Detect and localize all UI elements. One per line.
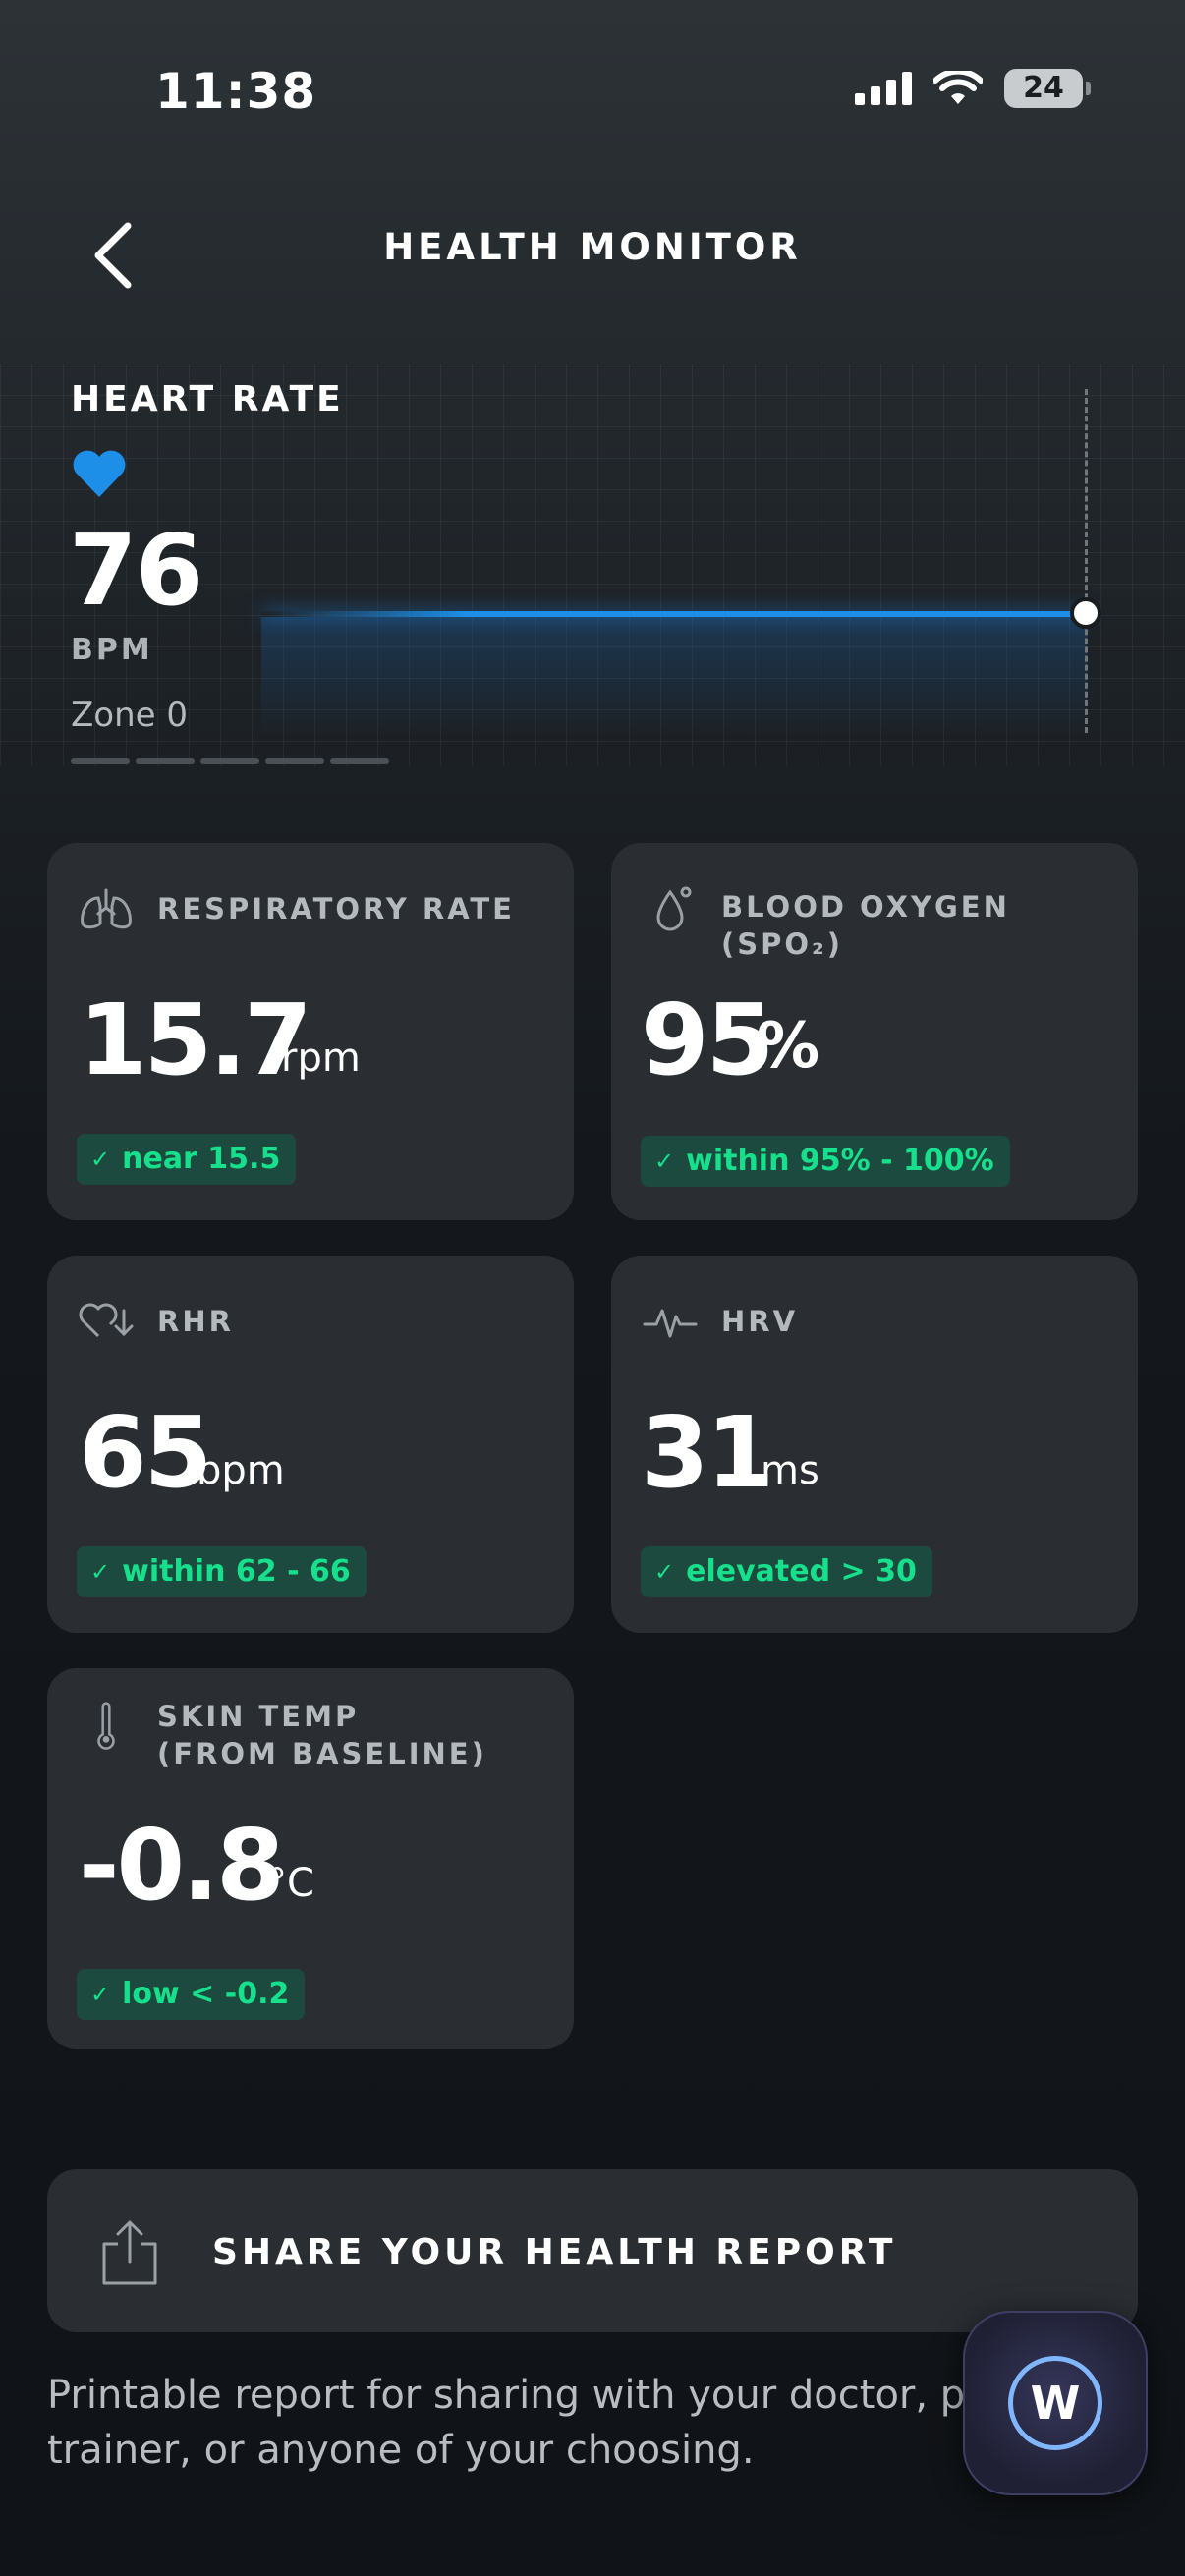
skin-temp-label-line1: SKIN TEMP — [157, 1700, 360, 1733]
pulse-wave-icon — [643, 1309, 698, 1338]
respiratory-status-badge: ✓ near 15.5 — [77, 1134, 297, 1185]
heart-rate-graph[interactable] — [0, 364, 1185, 766]
skin-temp-unit: °C — [267, 1861, 314, 1906]
heart-icon — [73, 450, 126, 497]
respiratory-rate-card[interactable]: RESPIRATORY RATE 15.7 rpm ✓ near 15.5 — [47, 843, 574, 1220]
rhr-value: 65 — [79, 1395, 212, 1510]
zone-bar — [136, 758, 195, 764]
battery-indicator: 24 — [1004, 69, 1091, 108]
skin-temp-status-text: low < -0.2 — [122, 1977, 290, 2011]
current-point-marker — [1070, 597, 1101, 629]
respiratory-rate-unit: rpm — [281, 1036, 361, 1081]
heart-rate-zone: Zone 0 — [71, 696, 188, 735]
zone-bar — [265, 758, 324, 764]
back-arrow-icon[interactable] — [83, 216, 151, 295]
skin-temp-value: -0.8 — [79, 1808, 285, 1923]
check-icon: ✓ — [654, 1148, 675, 1175]
share-icon[interactable] — [98, 2216, 161, 2287]
heart-rate-value: 76 — [69, 513, 203, 628]
heart-rate-unit: BPM — [71, 633, 153, 667]
page-title: HEALTH MONITOR — [383, 226, 802, 268]
skin-temp-card[interactable]: SKIN TEMP (FROM BASELINE) -0.8 °C ✓ low … — [47, 1668, 574, 2049]
share-report-label[interactable]: SHARE YOUR HEALTH REPORT — [212, 2232, 897, 2272]
current-time-marker — [1085, 389, 1088, 733]
hrv-status-badge: ✓ elevated > 30 — [641, 1546, 932, 1597]
blood-oxygen-label: BLOOD OXYGEN (SPO₂) — [721, 890, 1010, 961]
hrv-unit: ms — [761, 1448, 819, 1493]
blood-oxygen-value: 95 — [641, 982, 774, 1097]
blood-oxygen-status-text: within 95% - 100% — [686, 1144, 994, 1178]
share-report-description: Printable report for sharing with your d… — [47, 2373, 1101, 2473]
check-icon: ✓ — [90, 1558, 111, 1586]
heart-rate-line — [261, 611, 1087, 617]
wifi-icon — [933, 71, 983, 104]
signal-icon — [855, 72, 912, 105]
share-report-button[interactable] — [47, 2169, 1138, 2332]
zone-bar — [71, 758, 130, 764]
rhr-label: RHR — [157, 1305, 234, 1338]
blood-oxygen-status-badge: ✓ within 95% - 100% — [641, 1136, 1010, 1187]
skin-temp-status-badge: ✓ low < -0.2 — [77, 1969, 306, 2020]
rhr-status-text: within 62 - 66 — [122, 1554, 351, 1589]
blood-oxygen-card[interactable]: BLOOD OXYGEN (SPO₂) 95 % ✓ within 95% - … — [611, 843, 1138, 1220]
whoop-coach-icon: W — [1008, 2356, 1102, 2450]
zone-bar — [330, 758, 389, 764]
check-icon: ✓ — [654, 1558, 675, 1586]
skin-temp-label: SKIN TEMP (FROM BASELINE) — [157, 1698, 487, 1772]
respiratory-status-text: near 15.5 — [122, 1142, 281, 1176]
check-icon: ✓ — [90, 1146, 111, 1173]
hrv-label: HRV — [721, 1305, 799, 1338]
status-time: 11:38 — [155, 63, 317, 120]
skin-temp-label-line2: (FROM BASELINE) — [157, 1737, 487, 1770]
hrv-card[interactable]: HRV 31 ms ✓ elevated > 30 — [611, 1256, 1138, 1633]
hrv-value: 31 — [641, 1395, 774, 1510]
rhr-unit: bpm — [197, 1448, 285, 1493]
respiratory-rate-value: 15.7 — [79, 982, 312, 1097]
check-icon: ✓ — [90, 1981, 111, 2008]
zone-bar — [200, 758, 259, 764]
rhr-card[interactable]: RHR 65 bpm ✓ within 62 - 66 — [47, 1256, 574, 1633]
hrv-status-text: elevated > 30 — [686, 1554, 917, 1589]
heart-down-icon — [79, 1303, 134, 1338]
zone-bars — [71, 758, 389, 764]
respiratory-rate-label: RESPIRATORY RATE — [157, 892, 515, 925]
blood-oxygen-unit: % — [757, 1010, 820, 1083]
coach-fab-button[interactable]: W — [963, 2311, 1148, 2495]
heart-rate-glow — [261, 617, 1087, 735]
rhr-status-badge: ✓ within 62 - 66 — [77, 1546, 367, 1597]
status-icons: 24 — [855, 69, 1091, 108]
heart-rate-label: HEART RATE — [71, 379, 344, 420]
droplet-icon — [656, 886, 692, 931]
thermometer-icon — [97, 1702, 115, 1750]
lungs-icon — [81, 888, 132, 929]
